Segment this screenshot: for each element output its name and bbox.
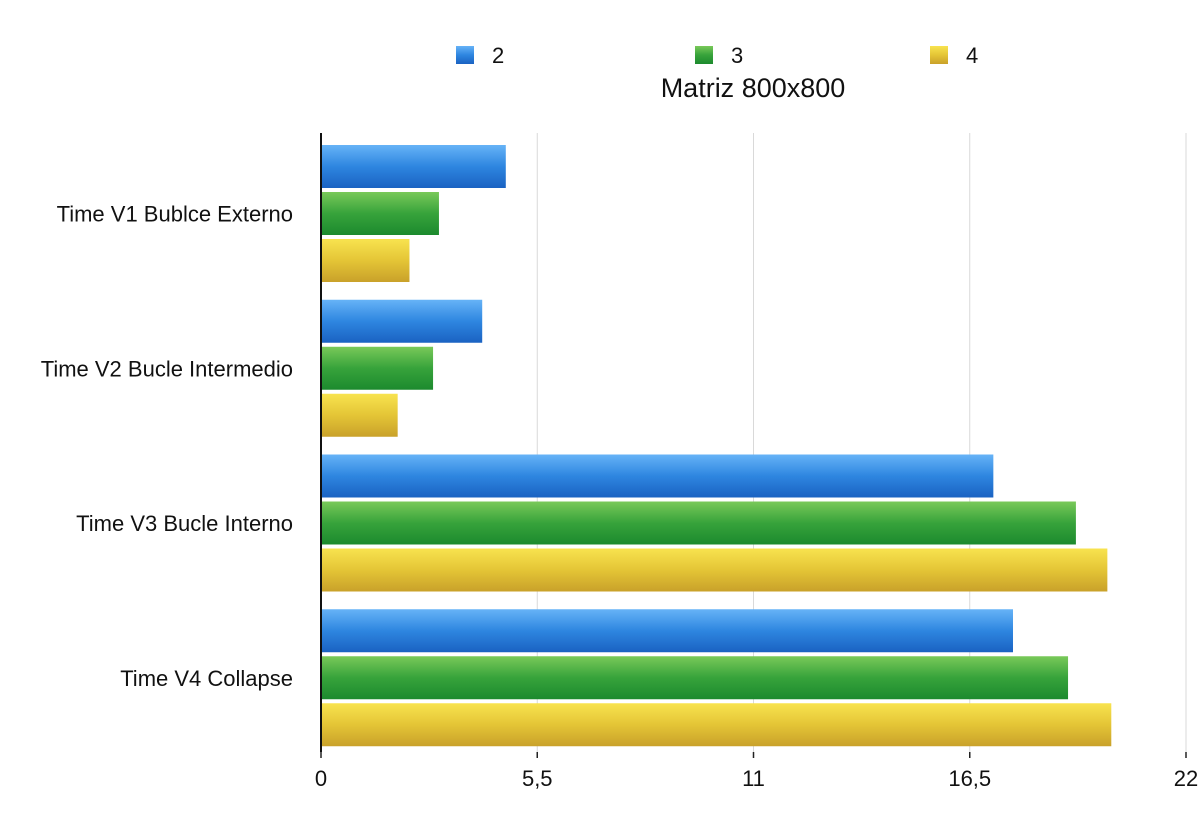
bar-series-4-2 (321, 548, 1108, 592)
category-label: Time V2 Bucle Intermedio (41, 356, 293, 381)
legend-label-4: 4 (966, 43, 978, 68)
legend-label-2: 2 (492, 43, 504, 68)
bar-series-3-3 (321, 656, 1069, 700)
legend: 2 3 4 (456, 43, 978, 68)
legend-swatch-3 (695, 46, 713, 64)
bar-series-2-3 (321, 609, 1013, 653)
category-label: Time V3 Bucle Interno (76, 511, 293, 536)
bar-series-4-1 (321, 393, 398, 437)
axes: 0 5,5 11 16,5 22 Time V1 Bublce Externo Time V… (41, 133, 1198, 791)
bar-series-2-0 (321, 145, 506, 188)
category-label: Time V1 Bublce Externo (57, 202, 293, 227)
bar-series-3-2 (321, 501, 1076, 545)
bars (321, 145, 1112, 747)
legend-label-3: 3 (731, 43, 743, 68)
legend-swatch-4 (930, 46, 948, 64)
bar-series-4-3 (321, 703, 1112, 747)
x-tick-label: 22 (1174, 766, 1198, 791)
x-tick-label: 0 (315, 766, 327, 791)
bar-series-2-1 (321, 299, 483, 343)
bar-series-4-0 (321, 239, 410, 282)
bar-series-3-0 (321, 192, 439, 235)
bar-series-3-1 (321, 346, 434, 390)
bar-series-2-2 (321, 454, 994, 498)
x-tick-label: 16,5 (948, 766, 991, 791)
chart-title: Matriz 800x800 (661, 73, 846, 103)
x-tick-label: 11 (742, 766, 765, 791)
category-label: Time V4 Collapse (120, 666, 293, 691)
legend-swatch-2 (456, 46, 474, 64)
x-tick-label: 5,5 (522, 766, 553, 791)
